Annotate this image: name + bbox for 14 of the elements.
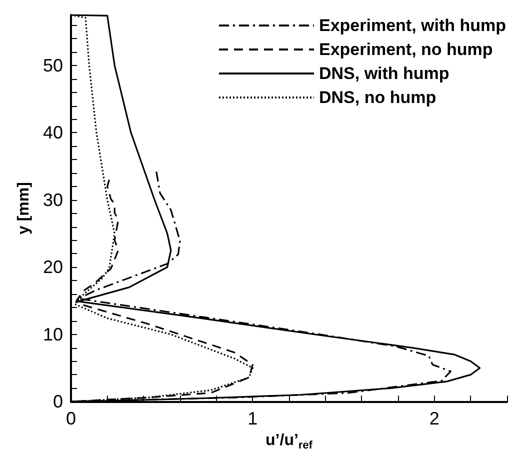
y-axis-title: y [mm] <box>16 182 33 235</box>
text: DNS, with hump <box>318 64 450 83</box>
y-tick-label: 30 <box>42 190 63 210</box>
y-tick-label: 20 <box>42 257 63 278</box>
text: Experiment, with hump <box>318 16 506 35</box>
x-tick-label: 1 <box>248 408 258 429</box>
y-tick-label: 40 <box>42 122 63 143</box>
x-tick-label: 2 <box>429 408 440 429</box>
x-tick-label: 0 <box>66 408 76 429</box>
y-tick-label: 50 <box>42 55 63 76</box>
text: Experiment, no hump <box>318 40 493 59</box>
y-tick-label: 0 <box>52 392 63 412</box>
y-tick-label: 10 <box>42 324 63 344</box>
text: DNS, no hump <box>318 88 436 107</box>
